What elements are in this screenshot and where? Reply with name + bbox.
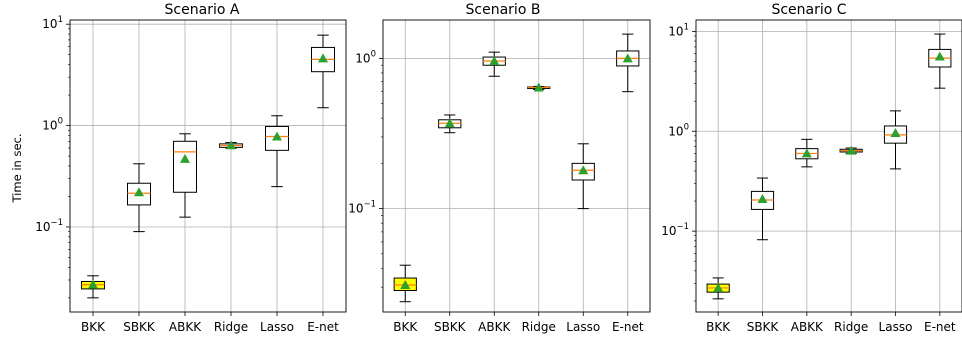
y-tick-label: 100 (42, 117, 63, 133)
mean-marker (272, 131, 282, 141)
x-tick-label: SBKK (434, 320, 467, 334)
panel-title: Scenario B (466, 2, 541, 18)
x-tick-label: BKK (81, 320, 106, 334)
x-tick-label: Lasso (566, 320, 600, 334)
panel-title: Scenario A (165, 2, 240, 18)
x-tick-label: E-net (924, 320, 956, 334)
box-iqr (173, 140, 197, 193)
x-tick-label: ABKK (169, 320, 202, 334)
y-tick-label: 10−1 (661, 222, 689, 238)
x-tick-label: Lasso (260, 320, 294, 334)
axes-frame (382, 19, 651, 313)
x-tick-label: SBKK (123, 320, 156, 334)
mean-marker (444, 118, 455, 128)
axes-frame (695, 19, 962, 313)
x-tick-label: ABKK (478, 320, 511, 334)
mean-marker (88, 279, 98, 289)
x-tick-label: Ridge (834, 320, 868, 334)
mean-marker (713, 282, 724, 292)
panel-scenario-c: Scenario C 10−1 100 101 BKK SBKK ABKK Ridge Las… (661, 2, 962, 334)
y-tick-label: 10−1 (35, 218, 63, 234)
mean-marker (578, 165, 589, 175)
x-tick-label: Ridge (214, 320, 248, 334)
mean-marker (533, 82, 544, 92)
mean-marker (489, 56, 500, 66)
mean-marker (801, 148, 812, 158)
y-tick-label: 10−1 (348, 200, 376, 216)
y-tick-label: 101 (42, 15, 63, 31)
x-tick-label: E-net (612, 320, 644, 334)
mean-marker (846, 145, 857, 155)
mean-marker (226, 140, 236, 150)
y-tick-label: 100 (668, 122, 689, 138)
mean-marker (180, 153, 190, 163)
panel-scenario-b: Scenario B 10−1 100 BKK SBKK ABKK Ridge Lasso E… (348, 2, 651, 334)
mean-marker (400, 280, 411, 290)
y-tick-label: 101 (668, 22, 689, 38)
x-tick-label: SBKK (747, 320, 780, 334)
x-tick-label: ABKK (791, 320, 824, 334)
mean-marker (757, 193, 768, 203)
y-tick-label: 100 (355, 49, 376, 65)
x-tick-label: Lasso (879, 320, 913, 334)
x-tick-label: BKK (706, 320, 731, 334)
mean-marker (134, 187, 144, 197)
panel-scenario-a: Scenario A Time in sec. 10−1 100 101 BKK SBK… (10, 2, 347, 334)
mean-marker (890, 128, 901, 138)
mean-marker (622, 53, 633, 63)
mean-marker (318, 53, 328, 63)
x-tick-label: E-net (307, 320, 339, 334)
mean-marker (934, 51, 945, 61)
x-tick-label: Ridge (522, 320, 556, 334)
panel-title: Scenario C (771, 2, 846, 18)
x-tick-label: BKK (393, 320, 418, 334)
axes-frame (69, 19, 347, 313)
y-axis-label: Time in sec. (10, 134, 24, 204)
